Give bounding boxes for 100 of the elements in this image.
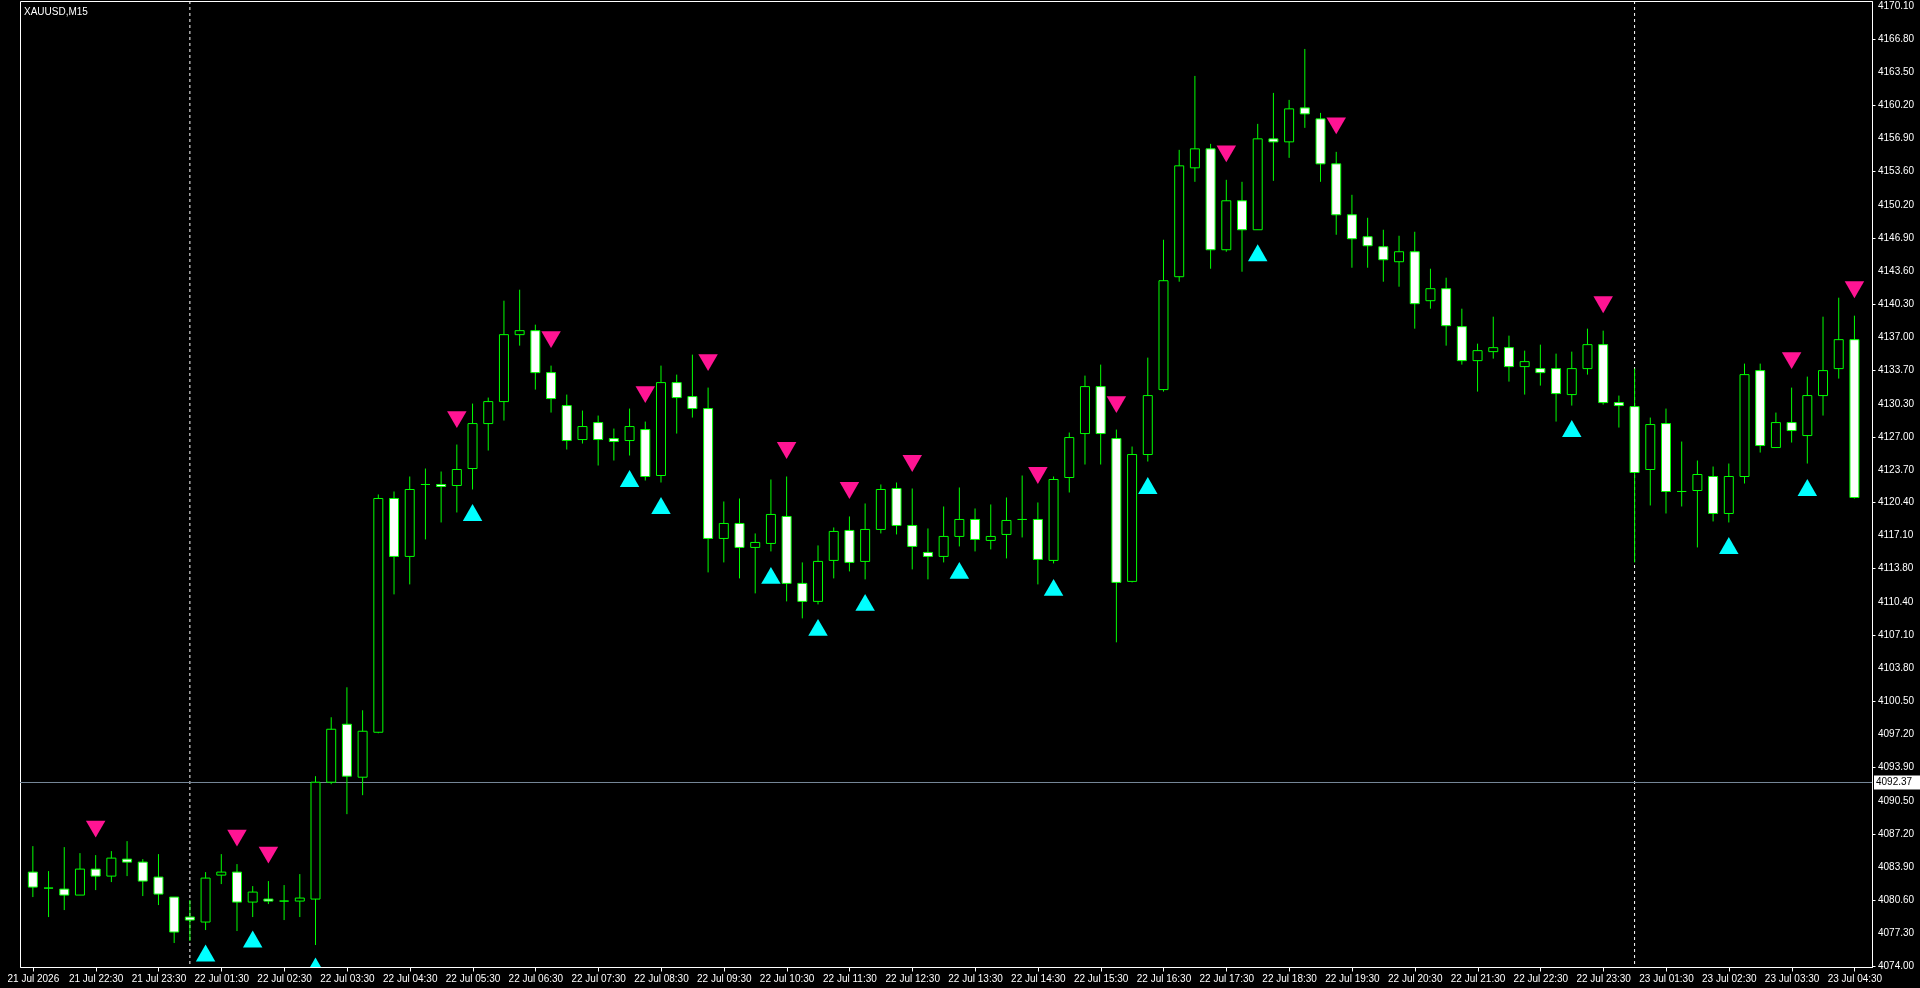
y-tick-label: 4077.30 (1878, 927, 1915, 939)
y-tick-label: 4103.80 (1878, 662, 1915, 674)
point (619, 470, 640, 487)
point (855, 593, 875, 611)
x-tick-label: 22 Jul 10:30 (759, 972, 815, 984)
candlestick (687, 354, 698, 419)
x-tick-label: 22 Jul 19:30 (1325, 972, 1381, 984)
x-tick-label: 23 Jul 02:30 (1702, 972, 1757, 984)
candlestick (671, 374, 682, 435)
x-tick-label: 22 Jul 11:30 (823, 972, 878, 984)
chart-title: XAUUSD,M15 (24, 5, 89, 17)
candlestick (577, 410, 588, 445)
x-tick-label: 22 Jul 15:30 (1073, 972, 1129, 984)
y-tick-label: 4163.50 (1878, 65, 1915, 77)
point (839, 482, 860, 499)
point (1247, 244, 1268, 262)
candlestick (43, 870, 54, 918)
x-tick-label: 22 Jul 05:30 (445, 972, 501, 984)
y-tick-label: 4130.30 (1878, 397, 1915, 409)
point (1106, 396, 1127, 414)
y-tick-label: 4140.30 (1878, 297, 1915, 309)
x-tick-label: 22 Jul 12:30 (885, 972, 941, 984)
x-tick-label: 22 Jul 07:30 (571, 972, 627, 984)
candlestick (1582, 328, 1593, 376)
y-tick-label: 4093.90 (1878, 761, 1915, 773)
x-tick-label: 22 Jul 18:30 (1262, 972, 1318, 984)
candlestick (153, 853, 164, 906)
point (1844, 281, 1865, 299)
candlestick (750, 532, 761, 594)
point (258, 846, 279, 864)
candlestick (1362, 217, 1373, 269)
y-tick-label: 4087.20 (1878, 828, 1915, 840)
point (1043, 578, 1064, 596)
x-tick-label: 22 Jul 20:30 (1387, 972, 1443, 984)
point (698, 354, 718, 372)
x-tick-label: 21 Jul 23:30 (131, 972, 187, 984)
y-tick-label: 4107.10 (1878, 629, 1915, 641)
x-tick-label: 22 Jul 17:30 (1199, 972, 1255, 984)
candlestick (27, 845, 38, 898)
candlestick (483, 397, 494, 452)
point (1028, 467, 1048, 484)
candlestick (734, 497, 745, 579)
candlestick (1268, 92, 1279, 182)
candlestick (184, 899, 195, 942)
y-tick-label: 4153.60 (1878, 164, 1915, 176)
point (1781, 352, 1802, 370)
point (949, 561, 970, 579)
candlestick (938, 505, 949, 563)
y-tick-label: 4113.80 (1878, 562, 1914, 574)
candlestick (90, 854, 101, 891)
x-tick-label: 22 Jul 08:30 (634, 972, 690, 984)
x-tick-label: 21 Jul 2026 (7, 972, 60, 984)
x-tick-label: 22 Jul 01:30 (194, 972, 250, 984)
candlestick (985, 503, 996, 550)
candlestick (970, 507, 981, 552)
point (1797, 479, 1818, 496)
candlestick (954, 487, 965, 547)
y-tick-label: 4097.20 (1878, 728, 1915, 740)
candlestick (436, 471, 447, 523)
y-tick-label: 4156.90 (1878, 131, 1915, 143)
ref-line-label: 4092.37 (1876, 776, 1913, 788)
candlestick (451, 444, 462, 513)
y-tick-label: 4160.20 (1878, 98, 1915, 110)
candlestick (1472, 343, 1483, 393)
candlestick (1189, 75, 1200, 183)
candlestick (624, 408, 635, 457)
candlestick (1299, 48, 1310, 129)
y-tick-label: 4133.70 (1878, 363, 1915, 375)
y-tick-label: 4166.80 (1878, 32, 1915, 44)
point (227, 829, 247, 847)
x-tick-label: 23 Jul 03:30 (1764, 972, 1820, 984)
candlestick (1394, 235, 1405, 288)
x-tick-label: 22 Jul 09:30 (697, 972, 752, 984)
point (1138, 477, 1158, 494)
y-tick-label: 4080.60 (1878, 894, 1915, 906)
point (1593, 296, 1613, 314)
x-tick-label: 22 Jul 23:30 (1576, 972, 1632, 984)
candlestick (247, 885, 258, 918)
candlestick (122, 840, 133, 877)
point (635, 386, 656, 404)
point (1562, 420, 1582, 437)
point (1719, 537, 1739, 554)
candlestick (1535, 344, 1546, 387)
x-tick-label: 22 Jul 02:30 (257, 972, 313, 984)
point (1326, 117, 1346, 135)
y-tick-label: 4074.00 (1878, 960, 1915, 971)
candlestick (1378, 229, 1389, 283)
y-tick-label: 4150.20 (1878, 198, 1915, 210)
candlestick (59, 846, 70, 911)
point (195, 944, 216, 962)
candlestick (1425, 268, 1436, 310)
x-tick-label: 22 Jul 04:30 (382, 972, 438, 984)
y-tick-label: 4127.00 (1878, 430, 1915, 442)
point (242, 930, 263, 948)
y-tick-label: 4090.50 (1878, 795, 1915, 807)
point (761, 566, 781, 584)
candlestick (593, 415, 604, 467)
candlestick (216, 853, 227, 885)
point (808, 618, 828, 636)
candlestick (279, 884, 290, 921)
